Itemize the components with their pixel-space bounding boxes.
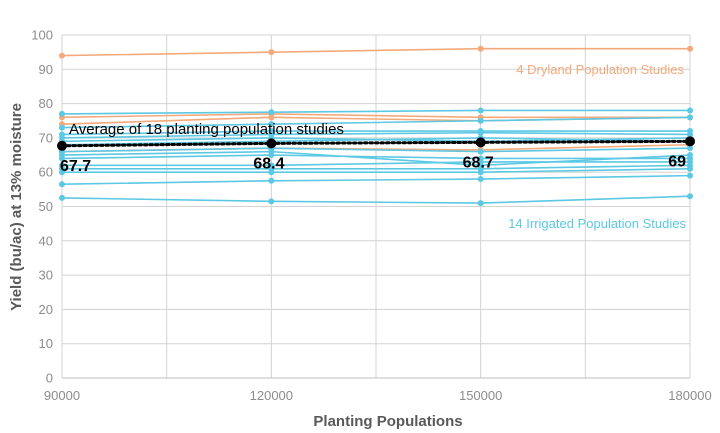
y-tick-label: 30 xyxy=(39,268,53,283)
x-tick-label: 90000 xyxy=(44,388,80,403)
irrigated-series-line xyxy=(62,164,691,170)
y-tick-labels: 0 10 20 30 40 50 60 70 80 90 100 xyxy=(31,28,53,386)
irrigated-series-point xyxy=(268,109,275,116)
irrigated-series-point xyxy=(687,172,693,179)
irrigated-series-point xyxy=(687,165,693,172)
irrigated-series-point xyxy=(687,114,693,121)
irrigated-series-point xyxy=(59,155,65,162)
irrigated-series-point xyxy=(477,107,484,114)
y-tick-label: 80 xyxy=(39,96,53,111)
y-tick-label: 40 xyxy=(39,233,53,248)
irrigated-series-point xyxy=(59,169,65,176)
irrigated-series-point xyxy=(477,148,484,155)
y-tick-label: 20 xyxy=(39,302,53,317)
irrigated-series-point xyxy=(477,158,484,165)
x-tick-label: 150000 xyxy=(459,388,502,403)
irrigated-series-point xyxy=(687,145,693,152)
irrigated-series-point xyxy=(59,124,65,131)
irrigated-series-point xyxy=(59,110,65,117)
y-axis-title: Yield (bu/ac) at 13% moisture xyxy=(8,103,25,311)
irrigated-series-point xyxy=(477,169,484,176)
dryland-series-point xyxy=(687,45,693,52)
average-series-layer: 67.7 68.4 68.7 69 xyxy=(57,136,695,175)
y-tick-label: 0 xyxy=(46,371,53,386)
average-data-label: 68.7 xyxy=(463,154,494,171)
irrigated-series-line xyxy=(61,147,691,153)
irrigated-series-layer xyxy=(59,107,693,207)
dryland-series-point xyxy=(268,114,275,121)
grid-layer xyxy=(61,34,691,379)
dryland-annotation: 4 Dryland Population Studies xyxy=(516,62,684,77)
irrigated-series-line xyxy=(62,167,691,173)
irrigated-series-line xyxy=(61,116,691,129)
average-annotation: Average of 18 planting population studie… xyxy=(69,121,344,138)
y-tick-label: 100 xyxy=(31,28,53,43)
irrigated-series-point xyxy=(687,107,693,114)
average-data-label: 67.7 xyxy=(60,158,91,175)
y-tick-label: 70 xyxy=(39,130,53,145)
average-line xyxy=(60,139,692,148)
irrigated-series-point xyxy=(268,177,275,184)
dryland-series-point xyxy=(59,52,65,59)
dryland-series-line xyxy=(61,47,690,57)
irrigated-series-line xyxy=(61,109,690,115)
irrigated-series-line xyxy=(61,174,691,186)
dryland-series-point xyxy=(477,45,484,52)
average-point xyxy=(685,136,695,147)
irrigated-series-line xyxy=(61,137,691,146)
average-data-label: 69 xyxy=(668,153,686,170)
x-tick-label: 120000 xyxy=(250,388,293,403)
y-tick-label: 10 xyxy=(39,336,53,351)
average-point xyxy=(57,140,67,151)
irrigated-annotation: 14 Irrigated Population Studies xyxy=(508,216,686,231)
irrigated-series-point xyxy=(477,200,484,207)
x-tick-label: 180000 xyxy=(668,388,711,403)
irrigated-series-point xyxy=(687,193,693,200)
irrigated-series-line xyxy=(61,130,690,136)
x-tick-labels: 90000 120000 150000 180000 xyxy=(44,388,712,403)
irrigated-series-point xyxy=(477,117,484,124)
irrigated-series-point xyxy=(477,176,484,183)
y-tick-label: 50 xyxy=(39,199,53,214)
irrigated-series-point xyxy=(268,198,275,205)
irrigated-series-point xyxy=(268,169,275,176)
dryland-series-line xyxy=(61,113,690,119)
average-point xyxy=(266,138,277,149)
average-point xyxy=(475,137,486,148)
irrigated-series-line xyxy=(62,161,690,167)
irrigated-series-line xyxy=(61,154,690,160)
average-data-label: 68.4 xyxy=(253,155,284,172)
irrigated-series-line xyxy=(61,150,691,167)
irrigated-series-point xyxy=(59,194,65,201)
dryland-series-point xyxy=(268,49,275,56)
y-tick-label: 90 xyxy=(39,62,53,77)
irrigated-series-point xyxy=(59,181,65,188)
irrigated-series-point xyxy=(268,121,275,128)
irrigated-series-point xyxy=(268,152,275,159)
irrigated-series-line xyxy=(61,195,691,204)
y-tick-label: 60 xyxy=(39,165,53,180)
x-axis-title: Planting Populations xyxy=(313,413,462,430)
irrigated-series-line xyxy=(61,131,691,139)
irrigated-series-point xyxy=(477,129,484,136)
